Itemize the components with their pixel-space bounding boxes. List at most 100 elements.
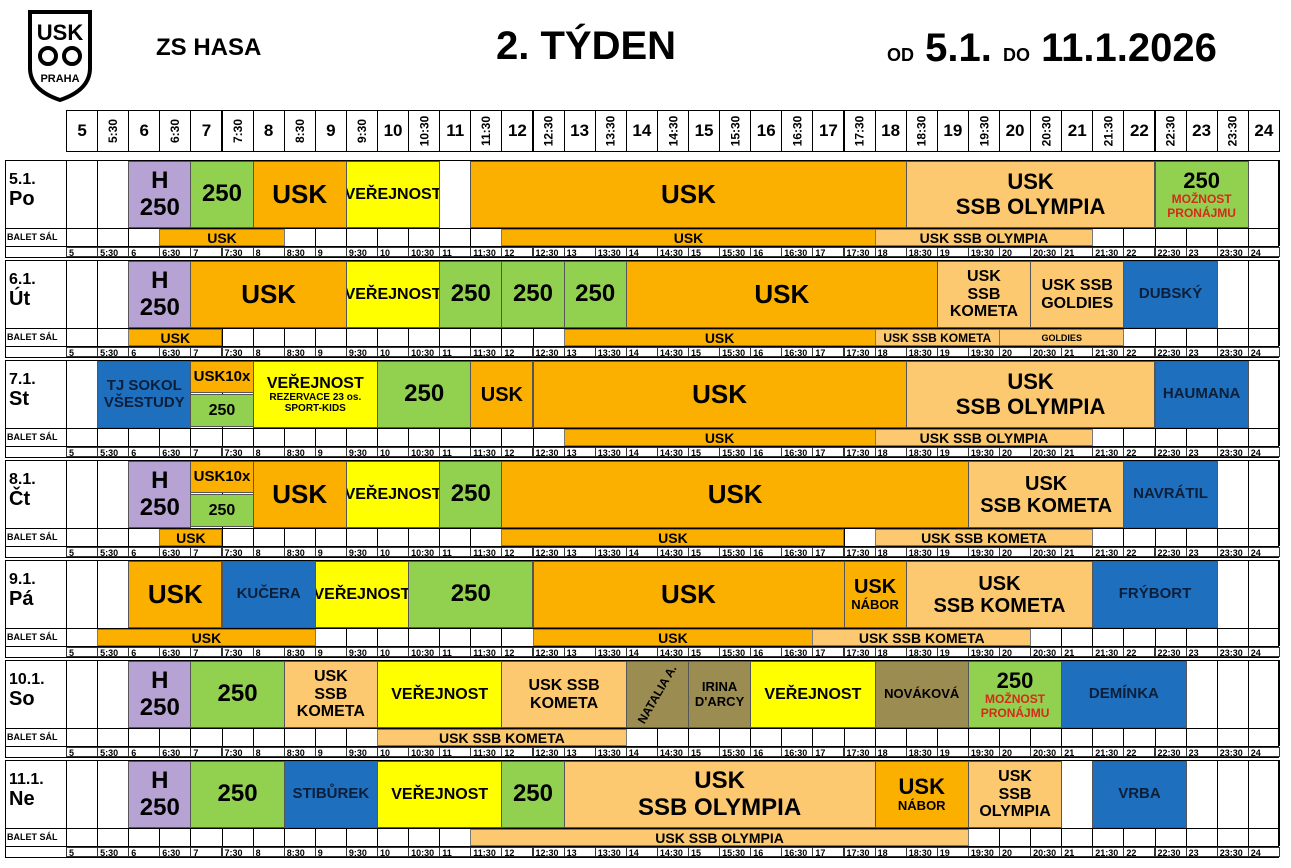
booking-block[interactable]: H 250 xyxy=(128,461,192,528)
booking-block[interactable]: VEŘEJNOST xyxy=(345,161,441,228)
booking-block[interactable]: USK NÁBOR xyxy=(843,561,907,628)
booking-block[interactable]: VEŘEJNOST REZERVACE 23 os. SPORT-KIDS xyxy=(252,361,378,428)
time-cell: 11:30 xyxy=(470,747,503,757)
balet-booking[interactable]: USK xyxy=(532,629,814,646)
time-slot-header: 9:30 xyxy=(345,110,378,152)
booking-label: USK xyxy=(694,767,745,795)
time-cell: 14 xyxy=(625,647,658,657)
booking-label: VEŘEJNOST xyxy=(345,485,441,503)
grid-line xyxy=(97,760,99,846)
balet-booking[interactable]: USK xyxy=(501,529,845,546)
balet-booking[interactable]: USK SSB OLYMPIA xyxy=(874,229,1094,246)
booking-block[interactable]: IRINA D'ARCY xyxy=(688,661,752,728)
booking-block[interactable]: 250 xyxy=(439,461,503,528)
booking-block[interactable]: USK SSB OLYMPIA xyxy=(563,761,876,828)
booking-block[interactable]: 250 xyxy=(190,661,285,728)
booking-block[interactable]: USK SSB KOMETA xyxy=(501,661,627,728)
booking-block[interactable]: VEŘEJNOST xyxy=(345,261,441,328)
booking-block[interactable]: USK xyxy=(532,561,845,628)
balet-booking[interactable]: USK SSB KOMETA xyxy=(812,629,1032,646)
booking-block[interactable]: 250 xyxy=(408,561,534,628)
booking-block[interactable]: USK10x xyxy=(190,461,254,493)
booking-block[interactable]: HAUMANA xyxy=(1154,361,1249,428)
time-cell: 19 xyxy=(936,647,969,657)
booking-block[interactable]: USK SSB OLYMPIA xyxy=(905,161,1156,228)
booking-block[interactable]: USK SSB KOMETA xyxy=(967,461,1125,528)
booking-block[interactable]: USK SSB GOLDIES xyxy=(1030,261,1125,328)
booking-block[interactable]: DUBSKÝ xyxy=(1123,261,1218,328)
booking-label: USK xyxy=(998,768,1032,786)
booking-block[interactable]: USK10x xyxy=(190,361,254,393)
booking-block[interactable]: USK xyxy=(252,461,347,528)
day-label: 11.1. Ne xyxy=(9,771,44,810)
time-cell: 14:30 xyxy=(656,847,689,857)
time-cell: 16:30 xyxy=(781,647,814,657)
booking-block[interactable]: USK xyxy=(501,461,969,528)
booking-block[interactable]: VEŘEJNOST xyxy=(750,661,876,728)
booking-block[interactable]: 250 xyxy=(190,161,254,228)
booking-block[interactable]: 250 xyxy=(439,261,503,328)
balet-booking[interactable]: USK SSB KOMETA xyxy=(874,329,1000,346)
time-cell: 20 xyxy=(999,547,1032,557)
balet-booking[interactable]: USK xyxy=(563,429,876,446)
booking-block[interactable]: 250 MOŽNOST PRONÁJMU xyxy=(1154,161,1249,228)
booking-block[interactable]: USK xyxy=(252,161,347,228)
balet-booking[interactable]: USK xyxy=(501,229,876,246)
booking-block[interactable]: TJ SOKOL VŠESTUDY xyxy=(97,361,192,428)
balet-booking[interactable]: USK xyxy=(563,329,876,346)
balet-booking[interactable]: USK xyxy=(128,329,223,346)
booking-block[interactable]: USK SSB KOMETA xyxy=(283,661,378,728)
booking-block[interactable]: USK xyxy=(470,161,907,228)
booking-block[interactable]: DEMÍNKA xyxy=(1061,661,1187,728)
time-slot-header: 17 xyxy=(812,110,845,152)
booking-block[interactable]: H 250 xyxy=(128,661,192,728)
booking-block[interactable]: VRBA xyxy=(1092,761,1187,828)
booking-block[interactable]: USK xyxy=(470,361,534,428)
booking-block[interactable]: USK xyxy=(532,361,907,428)
booking-block[interactable]: 250 xyxy=(190,761,285,828)
booking-block[interactable]: VEŘEJNOST xyxy=(314,561,410,628)
booking-block[interactable]: H 250 xyxy=(128,261,192,328)
balet-booking[interactable]: USK SSB KOMETA xyxy=(874,529,1094,546)
booking-block[interactable]: USK SSB OLYMPIA xyxy=(967,761,1063,828)
balet-booking[interactable]: GOLDIES xyxy=(999,329,1125,346)
booking-block[interactable]: NATALIA A. xyxy=(625,661,689,728)
booking-block[interactable]: USK NÁBOR xyxy=(874,761,969,828)
booking-block[interactable]: VEŘEJNOST xyxy=(377,761,503,828)
booking-block[interactable]: USK SSB OLYMPIA xyxy=(905,361,1156,428)
booking-block[interactable]: NOVÁKOVÁ xyxy=(874,661,969,728)
booking-block[interactable]: H 250 xyxy=(128,161,192,228)
booking-block[interactable]: 250 xyxy=(377,361,472,428)
booking-block[interactable]: 250 MOŽNOST PRONÁJMU xyxy=(967,661,1063,728)
booking-block[interactable]: 250 xyxy=(563,261,627,328)
booking-block[interactable]: VEŘEJNOST xyxy=(377,661,503,728)
time-cell: 15 xyxy=(688,747,721,757)
balet-booking[interactable]: USK SSB OLYMPIA xyxy=(874,429,1094,446)
booking-block[interactable]: 250 xyxy=(190,394,254,427)
booking-block[interactable]: KUČERA xyxy=(221,561,316,628)
booking-block[interactable]: NAVRÁTIL xyxy=(1123,461,1218,528)
balet-booking[interactable]: USK SSB KOMETA xyxy=(377,729,627,746)
balet-booking[interactable]: USK xyxy=(159,229,285,246)
time-cell: 18 xyxy=(874,847,907,857)
balet-booking[interactable]: USK xyxy=(97,629,316,646)
booking-block[interactable]: VEŘEJNOST xyxy=(345,461,441,528)
balet-booking[interactable]: USK SSB OLYMPIA xyxy=(470,829,969,846)
balet-booking[interactable]: USK xyxy=(159,529,223,546)
time-cell: 20 xyxy=(999,647,1032,657)
booking-block[interactable]: FRÝBORT xyxy=(1092,561,1218,628)
time-cell: 10:30 xyxy=(408,847,441,857)
booking-block[interactable]: USK xyxy=(190,261,347,328)
booking-block[interactable]: USK xyxy=(128,561,223,628)
booking-block[interactable]: 250 xyxy=(190,494,254,527)
time-cell: 7:30 xyxy=(221,547,254,557)
booking-block[interactable]: 250 xyxy=(501,761,565,828)
booking-block[interactable]: 250 xyxy=(501,261,565,328)
booking-block[interactable]: STIBŮREK xyxy=(283,761,378,828)
booking-block[interactable]: USK SSB KOMETA xyxy=(936,261,1032,328)
booking-block[interactable]: USK SSB KOMETA xyxy=(905,561,1094,628)
booking-label: USK10x xyxy=(193,467,251,485)
booking-block[interactable]: USK xyxy=(625,261,938,328)
booking-block[interactable]: H 250 xyxy=(128,761,192,828)
time-cell: 23:30 xyxy=(1216,347,1249,357)
